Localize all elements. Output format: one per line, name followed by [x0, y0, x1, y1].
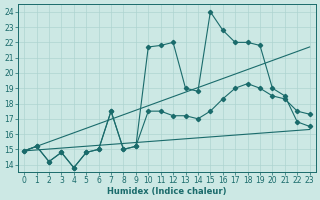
X-axis label: Humidex (Indice chaleur): Humidex (Indice chaleur) — [107, 187, 227, 196]
